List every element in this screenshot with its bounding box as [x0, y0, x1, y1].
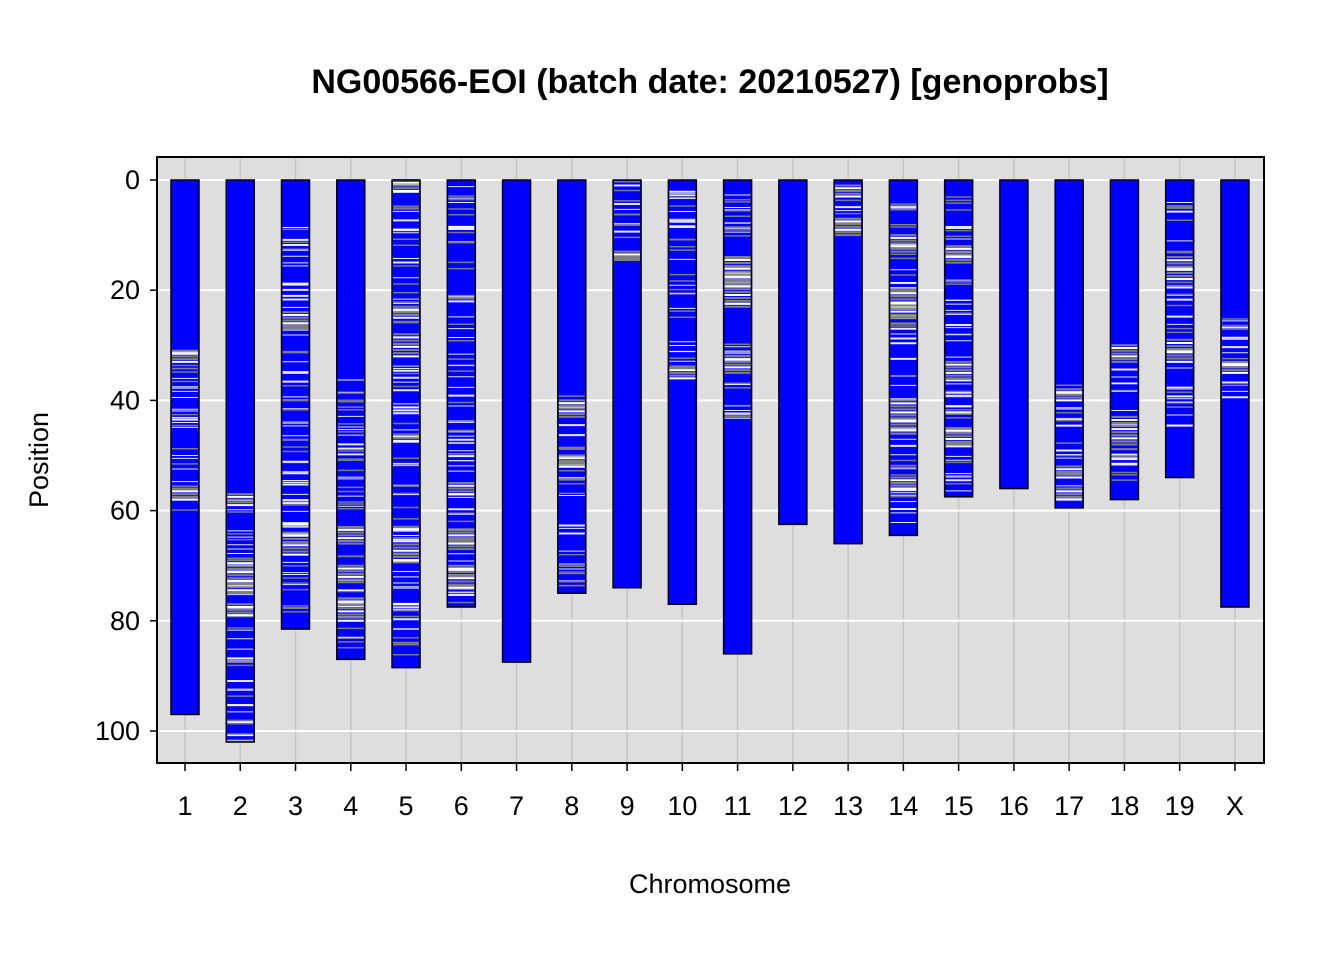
chromosome-outline-2: [225, 179, 256, 743]
x-tick-label-15: 15: [944, 791, 974, 821]
chromosome-bar-12: [778, 180, 807, 525]
x-tick-label-6: 6: [454, 791, 469, 821]
y-tick-label-100: 100: [95, 716, 140, 746]
x-tick-label-18: 18: [1109, 791, 1139, 821]
chromosome-outline-15: [943, 179, 974, 498]
chromosome-bar-17: [1055, 180, 1084, 508]
chromosome-17: [1054, 179, 1084, 509]
chromosome-outline-18: [1109, 179, 1140, 501]
chromosome-4: [336, 179, 366, 661]
chromosome-outline-6: [446, 179, 477, 608]
chromosome-bar-9: [613, 180, 642, 588]
y-axis-label: Position: [24, 412, 54, 508]
chromosome-outline-8: [557, 179, 587, 594]
x-tick-label-5: 5: [399, 791, 414, 821]
x-tick-label-10: 10: [667, 791, 697, 821]
chromosome-19: [1164, 179, 1195, 479]
chromosome-outline-10: [667, 179, 698, 606]
plot-border: [156, 156, 1265, 764]
chromosome-bar-13: [834, 180, 863, 544]
chart-title: NG00566-EOI (batch date: 20210527) [geno…: [311, 63, 1108, 101]
chromosome-outline-19: [1164, 179, 1195, 479]
x-tick-label-12: 12: [778, 791, 808, 821]
chromosome-outline-3: [280, 179, 311, 630]
chromosome-outline-16: [999, 179, 1029, 490]
chromosome-bars: [170, 179, 1250, 743]
y-tick-label-40: 40: [110, 385, 140, 415]
chromosome-11: [722, 179, 753, 655]
chromosome-outline-14: [888, 179, 919, 537]
chromosome-9: [612, 179, 642, 589]
x-tick-label-3: 3: [288, 791, 303, 821]
y-tick-label-20: 20: [110, 275, 140, 305]
chromosome-12: [778, 179, 808, 526]
chromosome-14: [888, 179, 919, 537]
chromosome-13: [833, 179, 863, 545]
chromosome-X: [1220, 179, 1250, 608]
x-axis-ticks: 1 2 3 4 5 6 7 8 9 10 11 12 13 14 15 16 17 18 19 X: [177, 763, 1244, 821]
chromosome-10: [667, 179, 698, 606]
x-tick-label-2: 2: [233, 791, 248, 821]
chromosome-bar-3: [281, 180, 310, 630]
x-axis-label: Chromosome: [629, 869, 791, 899]
x-tick-label-11: 11: [724, 791, 752, 821]
y-tick-label-80: 80: [110, 606, 140, 636]
chromosome-outline-X: [1220, 179, 1250, 608]
chromosome-16: [999, 179, 1029, 490]
chromosome-outline-12: [778, 179, 808, 526]
x-tick-label-4: 4: [343, 791, 358, 821]
chromosome-outline-4: [336, 179, 366, 661]
chromosome-outline-1: [170, 179, 200, 716]
chromosome-bar-16: [999, 180, 1028, 489]
chromosome-bar-7: [502, 180, 531, 663]
x-tick-label-17: 17: [1054, 791, 1084, 821]
chromosome-outline-7: [501, 179, 532, 663]
x-tick-label-19: 19: [1165, 791, 1195, 821]
chromosome-8: [557, 179, 587, 594]
chromosome-7: [501, 179, 532, 663]
chromosome-outline-5: [391, 179, 421, 669]
chromosome-5: [391, 179, 421, 669]
x-tick-label-1: 1: [177, 791, 192, 821]
chromosome-bar-14: [889, 180, 918, 536]
chromosome-outline-17: [1054, 179, 1084, 509]
chromosome-2: [225, 179, 256, 743]
chromosome-18: [1109, 179, 1140, 501]
x-tick-label-14: 14: [888, 791, 918, 821]
y-tick-label-0: 0: [125, 165, 140, 195]
chromosome-bar-4: [336, 180, 365, 660]
x-tick-label-X: X: [1226, 791, 1244, 821]
plot-panel: [157, 157, 1264, 763]
y-axis-ticks: 0 20 40 60 80 100: [95, 165, 157, 746]
chromosome-bar-18: [1110, 180, 1139, 500]
x-tick-label-16: 16: [999, 791, 1029, 821]
chromosome-outline-9: [612, 179, 642, 589]
chromosome-15: [943, 179, 974, 498]
chromosome-bar-10: [668, 180, 697, 605]
x-tick-label-9: 9: [620, 791, 635, 821]
chromosome-6: [446, 179, 477, 608]
chromosome-bar-2: [226, 180, 255, 743]
chromosome-outline-11: [722, 179, 753, 655]
chromosome-bar-8: [557, 180, 586, 594]
chromosome-bar-X: [1220, 180, 1249, 608]
x-tick-label-13: 13: [833, 791, 863, 821]
x-tick-label-8: 8: [564, 791, 579, 821]
chromosome-bar-1: [171, 180, 199, 715]
chromosome-3: [280, 179, 311, 630]
chromosome-1: [170, 179, 200, 716]
x-tick-label-7: 7: [509, 791, 524, 821]
chromosome-outline-13: [833, 179, 863, 545]
y-tick-label-60: 60: [110, 496, 140, 526]
